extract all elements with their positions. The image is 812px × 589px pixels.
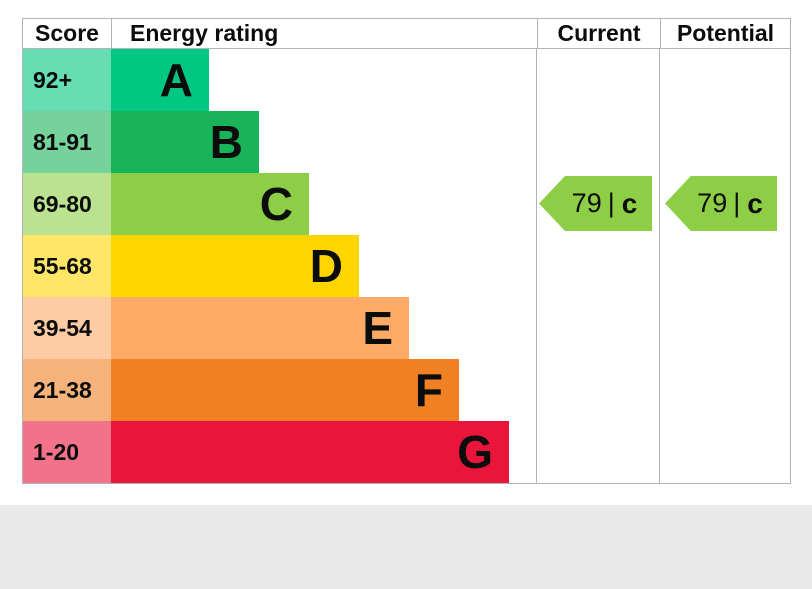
header-current: Current <box>538 19 661 48</box>
band-row-f: 21-38 F <box>23 359 536 421</box>
band-row-g: 1-20 G <box>23 421 536 483</box>
band-letter-a: A <box>159 54 193 106</box>
score-range-b: 81-91 <box>23 111 111 173</box>
rating-bar-f: F <box>111 359 459 421</box>
band-letter-f: F <box>414 364 443 416</box>
header-energy-rating: Energy rating <box>112 19 538 48</box>
band-letter-e: E <box>362 302 393 354</box>
epc-rating-chart: Score Energy rating Current Potential 92… <box>22 18 791 484</box>
current-score-value: 79 <box>571 188 602 218</box>
current-band-letter: c <box>621 187 638 219</box>
band-letter-g: G <box>457 426 493 478</box>
score-range-c: 69-80 <box>23 173 111 235</box>
rating-bar-c: C <box>111 173 309 235</box>
header-score: Score <box>23 19 112 48</box>
rating-bar-e: E <box>111 297 409 359</box>
band-row-d: 55-68 D <box>23 235 536 297</box>
band-row-b: 81-91 B <box>23 111 536 173</box>
band-letter-d: D <box>309 240 343 292</box>
potential-rating-column: 79 | c <box>660 49 790 483</box>
score-range-f: 21-38 <box>23 359 111 421</box>
current-rating-column: 79 | c <box>537 49 660 483</box>
chart-header-row: Score Energy rating Current Potential <box>23 19 790 49</box>
potential-band-letter: c <box>747 187 763 219</box>
score-range-d: 55-68 <box>23 235 111 297</box>
header-potential: Potential <box>676 20 775 46</box>
band-letter-c: C <box>259 178 293 230</box>
band-row-a: 92+ A <box>23 49 536 111</box>
rating-bar-g: G <box>111 421 509 483</box>
band-row-e: 39-54 E <box>23 297 536 359</box>
score-range-e: 39-54 <box>23 297 111 359</box>
current-divider: | <box>607 188 615 218</box>
score-range-g: 1-20 <box>23 421 111 483</box>
rating-bar-b: B <box>111 111 259 173</box>
current-rating-arrow: 79 | c <box>539 176 652 231</box>
rating-bands-column: 92+ A 81-91 B 69-80 C <box>23 49 537 483</box>
band-letter-b: B <box>209 116 243 168</box>
potential-score-value: 79 <box>697 188 728 218</box>
band-row-c: 69-80 C <box>23 173 536 235</box>
chart-body: 92+ A 81-91 B 69-80 C <box>23 49 790 483</box>
system-info-footer: Firefox Version 99.0.1 Microsoft Windows… <box>0 505 812 589</box>
potential-rating-arrow: 79 | c <box>665 176 777 231</box>
rating-bar-d: D <box>111 235 359 297</box>
rating-bar-a: A <box>111 49 209 111</box>
potential-divider: | <box>733 188 741 218</box>
score-range-a: 92+ <box>23 49 111 111</box>
